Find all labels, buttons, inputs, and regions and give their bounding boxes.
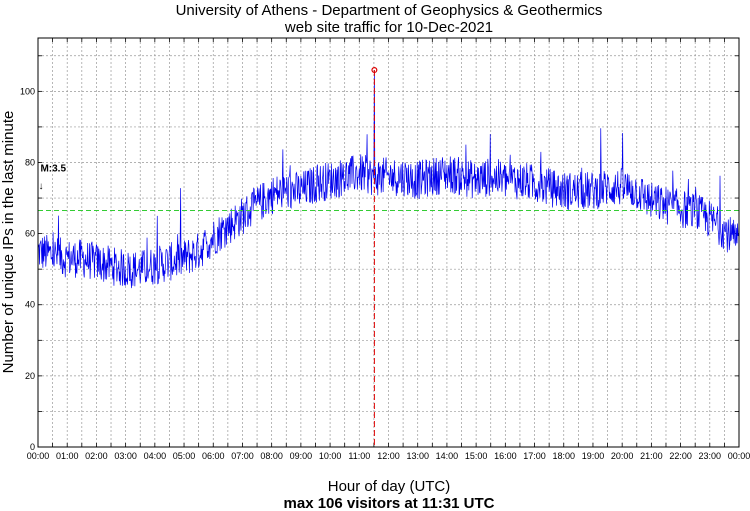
x-tick-label: 02:00 bbox=[85, 451, 108, 461]
annotation-arrow: ↓ bbox=[38, 181, 43, 192]
x-tick-label: 13:00 bbox=[406, 451, 429, 461]
x-axis-label: Hour of day (UTC) bbox=[328, 478, 451, 495]
footer-max-visitors: max 106 visitors at 11:31 UTC bbox=[284, 495, 495, 511]
x-tick-label: 01:00 bbox=[56, 451, 79, 461]
x-tick-label: 23:00 bbox=[699, 451, 722, 461]
x-tick-label: 12:00 bbox=[377, 451, 400, 461]
axis-ticks: 00:00 01:00 02:00 03:00 04:00 05:00 06:00 07:00… bbox=[20, 38, 750, 461]
chart-title: University of Athens - Department of Geo… bbox=[176, 2, 603, 19]
x-tick-label: 09:00 bbox=[290, 451, 313, 461]
y-tick-label: 20 bbox=[25, 371, 35, 381]
x-tick-label: 11:00 bbox=[348, 451, 370, 461]
x-tick-label: 04:00 bbox=[144, 451, 167, 461]
earthquake-annotation: M:3.5 bbox=[40, 163, 66, 174]
series-layer bbox=[37, 70, 739, 289]
x-tick-label: 22:00 bbox=[669, 451, 692, 461]
x-tick-label: 10:00 bbox=[319, 451, 342, 461]
x-tick-label: 00:00 bbox=[728, 451, 750, 461]
y-tick-label: 100 bbox=[20, 86, 35, 96]
x-tick-label: 00:00 bbox=[27, 451, 50, 461]
marker-layer: M:3.5 ↓ bbox=[38, 67, 739, 447]
traffic-series-line bbox=[37, 70, 739, 289]
max-point-marker bbox=[371, 67, 378, 74]
x-tick-label: 17:00 bbox=[523, 451, 546, 461]
chart-subtitle: web site traffic for 10-Dec-2021 bbox=[284, 19, 493, 36]
x-tick-label: 05:00 bbox=[173, 451, 196, 461]
x-tick-label: 16:00 bbox=[494, 451, 517, 461]
x-tick-label: 21:00 bbox=[640, 451, 663, 461]
x-tick-label: 07:00 bbox=[231, 451, 254, 461]
y-tick-label: 0 bbox=[30, 442, 35, 452]
plot-frame bbox=[37, 37, 740, 448]
x-tick-label: 14:00 bbox=[436, 451, 459, 461]
x-tick-label: 20:00 bbox=[611, 451, 634, 461]
x-tick-label: 15:00 bbox=[465, 451, 488, 461]
grid-lines bbox=[38, 38, 739, 447]
x-tick-label: 19:00 bbox=[582, 451, 605, 461]
y-tick-label: 80 bbox=[25, 157, 35, 167]
y-axis-label: Number of unique IPs in the last minute bbox=[0, 111, 17, 374]
y-tick-label: 40 bbox=[25, 300, 35, 310]
x-tick-label: 06:00 bbox=[202, 451, 225, 461]
y-tick-label: 60 bbox=[25, 229, 35, 239]
x-tick-label: 08:00 bbox=[260, 451, 283, 461]
x-tick-label: 18:00 bbox=[552, 451, 575, 461]
x-tick-label: 03:00 bbox=[114, 451, 137, 461]
